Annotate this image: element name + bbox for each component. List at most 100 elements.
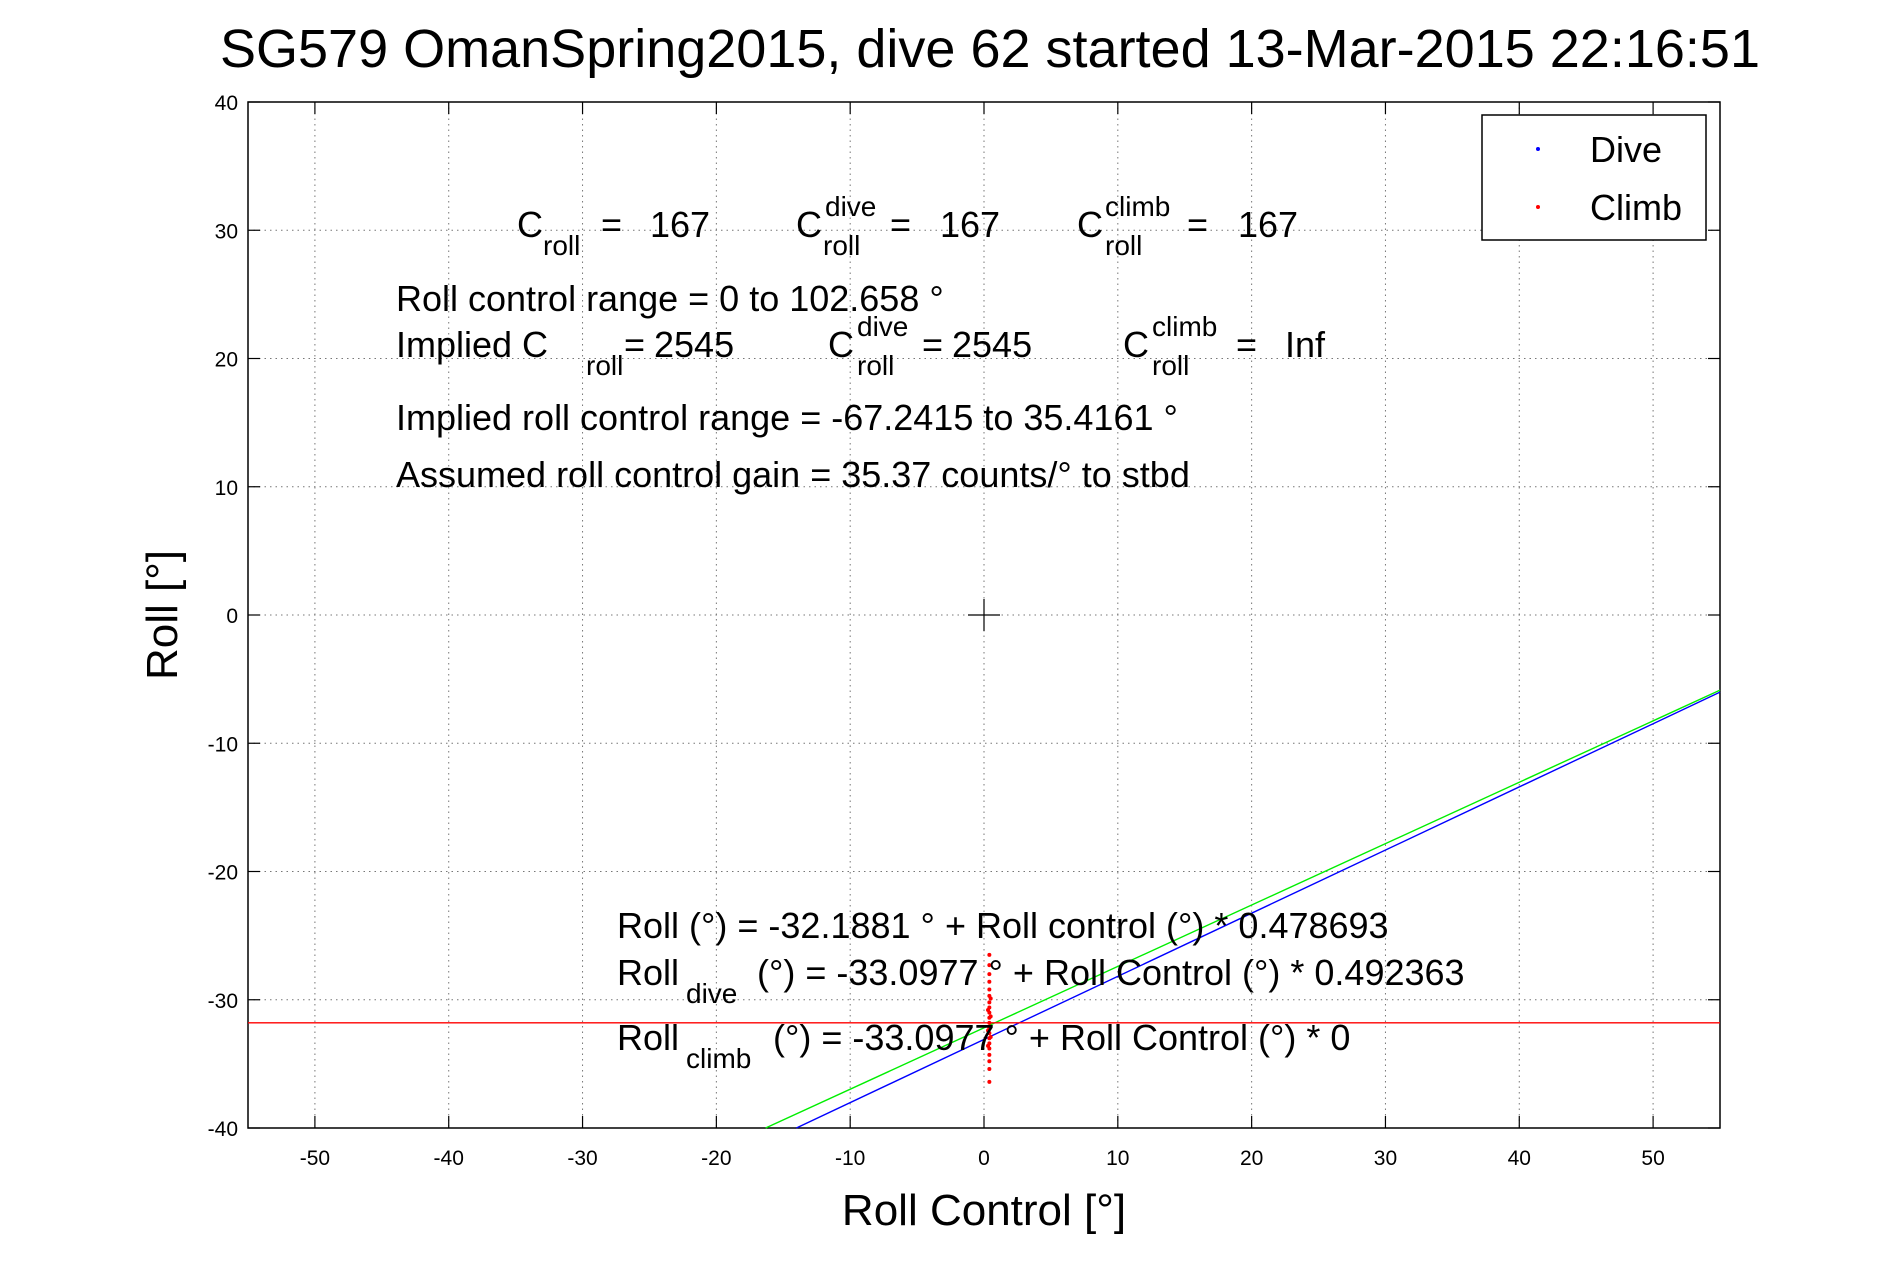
ticks	[248, 101, 1720, 1129]
data-point	[987, 1059, 992, 1064]
svg-text:Climb: Climb	[1590, 187, 1682, 228]
x-axis-label: Roll Control [°]	[842, 1186, 1126, 1235]
roll-control-range: Roll control range = 0 to 102.658 °	[396, 278, 944, 319]
y-axis-label: Roll [°]	[138, 550, 187, 680]
x-tick-label: 10	[1106, 1147, 1129, 1170]
svg-text:roll: roll	[543, 230, 580, 261]
x-tick-label: -40	[434, 1147, 464, 1170]
data-point	[987, 1000, 992, 1005]
y-tick-label: 30	[215, 220, 238, 243]
y-tick-label: -20	[208, 862, 238, 885]
y-tick-label: 40	[215, 92, 238, 115]
svg-text:dive: dive	[686, 978, 737, 1009]
y-tick-label: -10	[208, 733, 238, 756]
svg-text:C: C	[1123, 324, 1149, 365]
x-tick-label: 40	[1508, 1147, 1531, 1170]
y-tick-label: 20	[215, 349, 238, 372]
svg-text:Roll: Roll	[617, 952, 679, 993]
svg-text:climb: climb	[1105, 191, 1170, 222]
y-tick-label: 10	[215, 477, 238, 500]
svg-text:=: =	[1236, 324, 1257, 365]
svg-text:(°) = -33.0977 ° + Roll Contro: (°) = -33.0977 ° + Roll Control (°) * 0	[773, 1017, 1350, 1058]
legend-marker-climb	[1536, 205, 1540, 209]
y-tick-label: -30	[208, 990, 238, 1013]
data-point	[986, 1028, 991, 1033]
svg-text:C: C	[517, 204, 543, 245]
svg-text:C: C	[796, 204, 822, 245]
svg-text:roll: roll	[823, 230, 860, 261]
svg-text:167: 167	[940, 204, 1000, 245]
svg-text:climb: climb	[686, 1043, 751, 1074]
y-tick-label: -40	[208, 1118, 238, 1141]
data-point	[987, 1052, 992, 1057]
chart-title: SG579 OmanSpring2015, dive 62 started 13…	[220, 19, 1760, 79]
svg-text:climb: climb	[1152, 311, 1217, 342]
fit-equation-climb: Roll climb (°) = -33.0977 ° + Roll Contr…	[617, 1017, 1350, 1074]
x-tick-label: 30	[1374, 1147, 1397, 1170]
legend-marker-dive	[1536, 147, 1540, 151]
c-roll-climb-annotation: C climb roll = 167	[1077, 191, 1298, 261]
data-point	[987, 1067, 992, 1072]
fit-line	[765, 689, 1721, 1129]
data-point	[987, 963, 992, 968]
data-point	[987, 987, 992, 992]
x-tick-label: 50	[1641, 1147, 1664, 1170]
svg-text:C: C	[1077, 204, 1103, 245]
implied-c-roll-climb-annotation: C climb roll = Inf	[1123, 311, 1326, 381]
data-point	[986, 1043, 991, 1048]
fit-lines	[248, 689, 1721, 1129]
svg-text:2545: 2545	[952, 324, 1032, 365]
x-tick-label: -10	[835, 1147, 865, 1170]
crosshair	[968, 599, 1000, 631]
svg-text:dive: dive	[857, 311, 908, 342]
c-roll-dive-annotation: C dive roll = 167	[796, 191, 1000, 261]
grid	[248, 102, 1720, 1128]
svg-text:dive: dive	[825, 191, 876, 222]
svg-text:roll: roll	[586, 350, 623, 381]
data-point	[986, 1008, 991, 1013]
svg-text:roll: roll	[1105, 230, 1142, 261]
data-points	[986, 952, 993, 1084]
svg-text:=: =	[601, 204, 622, 245]
data-point	[988, 1014, 993, 1019]
svg-text:167: 167	[1238, 204, 1298, 245]
data-point	[987, 1020, 992, 1025]
legend-item-dive: Dive	[1536, 129, 1662, 170]
implied-c-roll-annotation: Implied C roll = 2545	[396, 324, 734, 381]
x-tick-label: -20	[701, 1147, 731, 1170]
legend: Dive Climb	[1481, 114, 1707, 241]
x-tick-label: -30	[567, 1147, 597, 1170]
x-tick-labels: -50 -40 -30 -20 -10 0 10 20 30 40 50	[300, 1147, 1665, 1170]
fit-equation-dive: Roll dive (°) = -33.0977 ° + Roll Contro…	[617, 952, 1465, 1009]
svg-text:C: C	[828, 324, 854, 365]
implied-c-roll-dive-annotation: C dive roll = 2545	[828, 311, 1032, 381]
svg-text:Implied C: Implied C	[396, 324, 548, 365]
svg-text:2545: 2545	[654, 324, 734, 365]
data-point	[987, 1079, 992, 1084]
svg-text:=: =	[890, 204, 911, 245]
fit-line	[796, 691, 1721, 1129]
svg-text:=: =	[624, 324, 645, 365]
c-roll-annotation: C roll = 167	[517, 204, 710, 261]
x-tick-label: -50	[300, 1147, 330, 1170]
x-tick-label: 20	[1240, 1147, 1263, 1170]
data-point	[988, 996, 993, 1001]
data-point	[987, 979, 992, 984]
svg-text:Roll: Roll	[617, 1017, 679, 1058]
implied-roll-control-range: Implied roll control range = -67.2415 to…	[396, 397, 1178, 438]
svg-text:=: =	[922, 324, 943, 365]
data-point	[987, 972, 992, 977]
y-tick-label: 0	[226, 605, 238, 628]
legend-item-climb: Climb	[1536, 187, 1682, 228]
assumed-roll-control-gain: Assumed roll control gain = 35.37 counts…	[396, 454, 1190, 495]
svg-text:roll: roll	[857, 350, 894, 381]
x-tick-label: 0	[978, 1147, 990, 1170]
svg-text:167: 167	[650, 204, 710, 245]
fit-equation-all: Roll (°) = -32.1881 ° + Roll control (°)…	[617, 905, 1389, 946]
svg-text:Inf: Inf	[1285, 324, 1326, 365]
svg-text:Dive: Dive	[1590, 129, 1662, 170]
svg-text:roll: roll	[1152, 350, 1189, 381]
svg-text:(°) = -33.0977 ° + Roll Contro: (°) = -33.0977 ° + Roll Control (°) * 0.…	[757, 952, 1465, 993]
data-point	[988, 1034, 993, 1039]
data-point	[987, 952, 992, 957]
